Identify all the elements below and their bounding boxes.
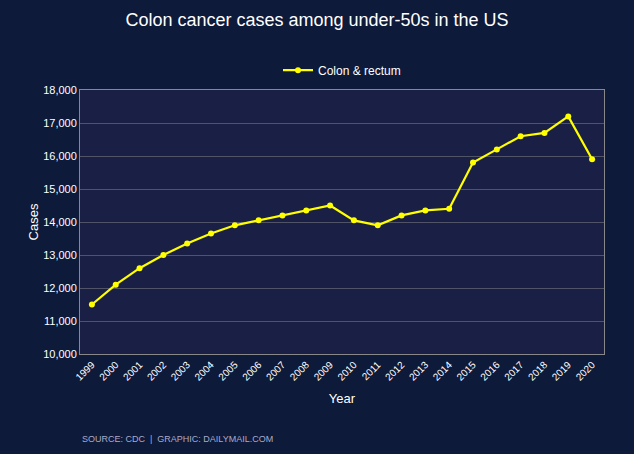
svg-text:Colon cancer cases among under: Colon cancer cases among under-50s in th…: [125, 10, 508, 30]
svg-text:2004: 2004: [192, 359, 216, 383]
svg-text:15,000: 15,000: [43, 183, 77, 195]
svg-text:1999: 1999: [73, 359, 97, 383]
svg-text:Colon & rectum: Colon & rectum: [318, 64, 401, 78]
svg-text:2017: 2017: [502, 359, 526, 383]
svg-text:2006: 2006: [240, 359, 264, 383]
svg-text:2007: 2007: [264, 359, 288, 383]
svg-text:2000: 2000: [97, 359, 121, 383]
svg-text:Cases: Cases: [26, 203, 41, 240]
svg-text:17,000: 17,000: [43, 117, 77, 129]
svg-text:2002: 2002: [145, 359, 169, 383]
svg-text:2001: 2001: [121, 359, 145, 383]
svg-text:11,000: 11,000: [44, 315, 77, 327]
svg-text:18,000: 18,000: [43, 84, 77, 96]
svg-text:2012: 2012: [383, 359, 407, 383]
svg-text:2015: 2015: [454, 359, 478, 383]
svg-text:2019: 2019: [550, 359, 574, 383]
svg-text:16,000: 16,000: [43, 150, 77, 162]
svg-text:14,000: 14,000: [43, 216, 77, 228]
svg-text:2008: 2008: [288, 359, 312, 383]
svg-text:2009: 2009: [312, 359, 336, 383]
svg-text:2016: 2016: [478, 359, 502, 383]
svg-text:2013: 2013: [407, 359, 431, 383]
svg-text:2020: 2020: [574, 359, 598, 383]
svg-text:2005: 2005: [216, 359, 240, 383]
svg-text:2011: 2011: [360, 359, 383, 382]
svg-text:10,000: 10,000: [43, 348, 77, 360]
svg-text:Year: Year: [329, 391, 356, 406]
svg-text:2010: 2010: [335, 359, 359, 383]
svg-text:SOURCE: CDC | GRAPHIC: DAILY: SOURCE: CDC | GRAPHIC: DAILYMAIL.COM: [82, 434, 273, 444]
svg-text:2014: 2014: [431, 359, 455, 383]
svg-text:2018: 2018: [526, 359, 550, 383]
svg-text:13,000: 13,000: [43, 249, 77, 261]
svg-text:12,000: 12,000: [43, 282, 77, 294]
svg-text:2003: 2003: [169, 359, 193, 383]
